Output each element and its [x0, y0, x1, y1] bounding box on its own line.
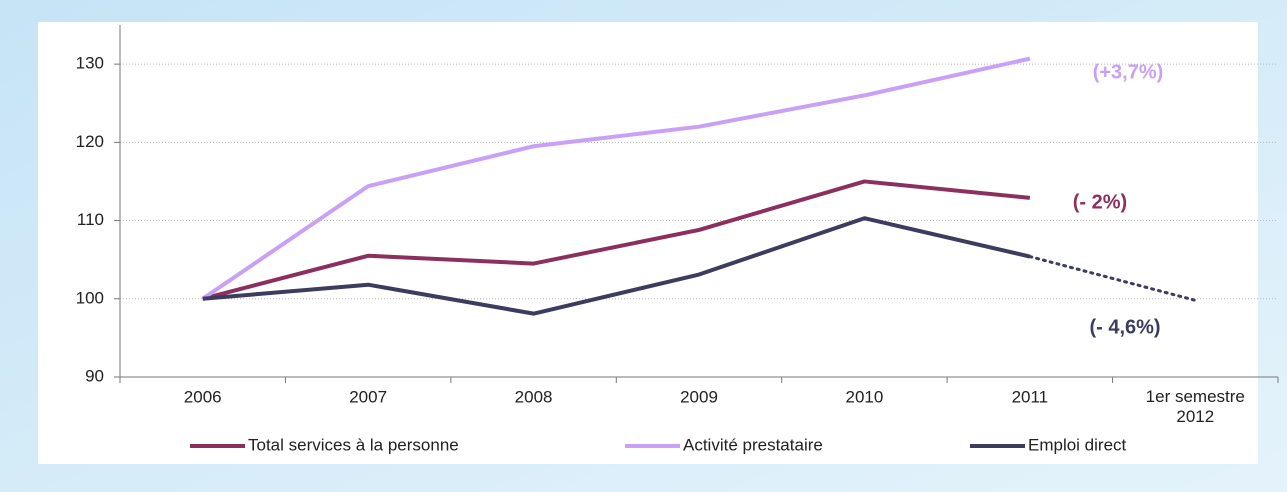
x-tick-label: 2009	[680, 387, 718, 406]
y-tick-label: 130	[76, 54, 104, 73]
annotation: (- 2%)	[1073, 191, 1127, 213]
legend-label: Total services à la personne	[248, 435, 459, 454]
x-tick-label-line: 2012	[1176, 407, 1214, 426]
legend-label: Emploi direct	[1028, 435, 1127, 454]
y-tick-label: 90	[85, 366, 104, 385]
x-tick-label-line: 1er semestre	[1146, 387, 1245, 406]
annotation: (+3,7%)	[1093, 61, 1164, 83]
series-line	[202, 216, 1031, 316]
y-tick-label: 120	[76, 132, 104, 151]
panel	[38, 22, 1258, 464]
x-tick-label: 2007	[349, 387, 387, 406]
x-tick-label: 2011	[1012, 387, 1049, 406]
annotation: (- 4,6%)	[1089, 316, 1160, 338]
series-line	[202, 179, 1031, 301]
x-tick-label: 2006	[184, 387, 222, 406]
legend-label: Activité prestataire	[683, 435, 823, 454]
x-tick-label: 1er semestre 2012	[1146, 387, 1245, 426]
series-line	[1028, 255, 1197, 302]
series-line	[201, 56, 1031, 301]
x-tick-label: 2010	[846, 387, 884, 406]
x-tick-label: 2008	[515, 387, 553, 406]
y-tick-label: 100	[76, 288, 104, 307]
y-tick-label: 110	[77, 210, 104, 229]
